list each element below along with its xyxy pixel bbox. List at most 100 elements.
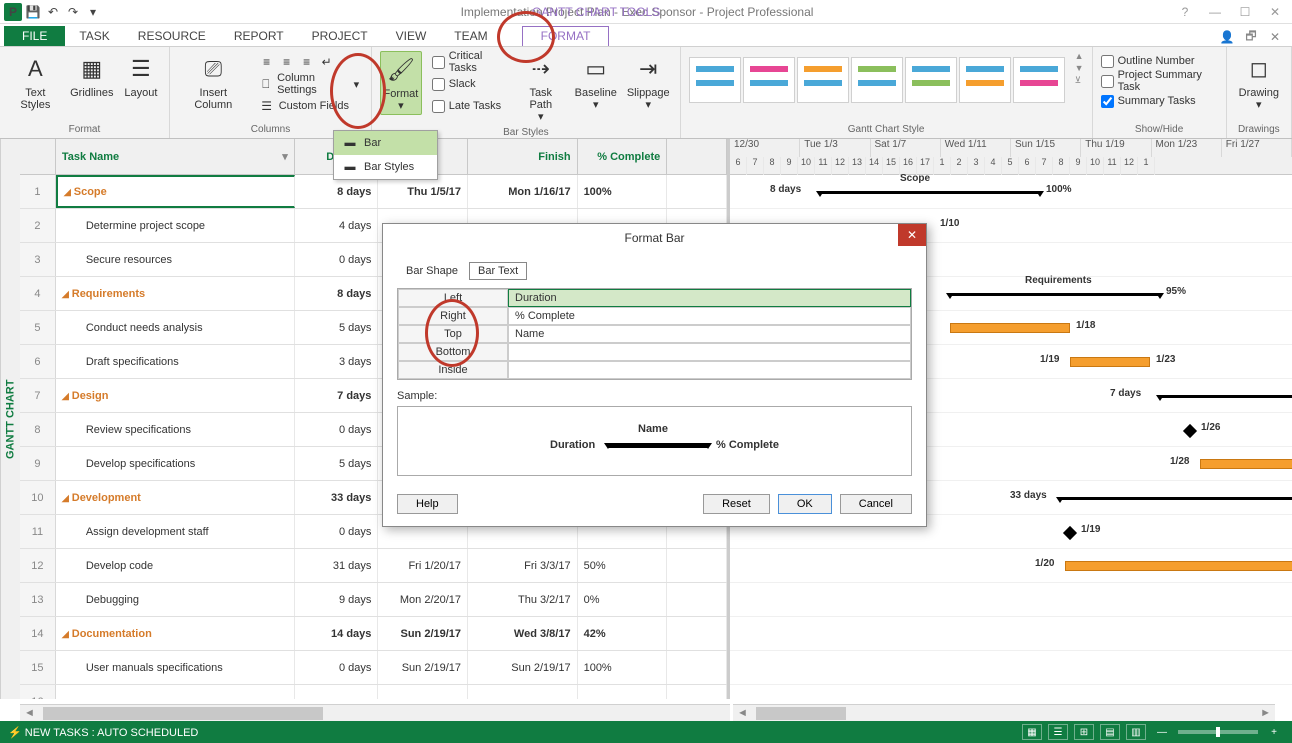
cancel-button[interactable]: Cancel xyxy=(840,494,912,514)
slack-check[interactable]: Slack xyxy=(428,73,509,95)
tab-file[interactable]: FILE xyxy=(4,26,65,46)
col-finish[interactable]: Finish xyxy=(468,139,578,174)
window-restore-icon[interactable]: 🗗 xyxy=(1242,28,1260,46)
window-buttons: ? — ☐ ✕ xyxy=(1172,3,1288,21)
drawing-button[interactable]: ◻Drawing▾ xyxy=(1235,51,1283,113)
close-icon[interactable]: ✕ xyxy=(1262,3,1288,21)
project-summary-check[interactable]: Project Summary Task xyxy=(1101,71,1218,91)
tab-format[interactable]: FORMAT xyxy=(522,26,610,46)
table-row[interactable]: 16 xyxy=(20,685,727,699)
field-row[interactable]: Right% Complete xyxy=(398,307,911,325)
grid-scrollbar[interactable]: ◄ xyxy=(20,704,730,721)
gallery-more-icon[interactable]: ⊻ xyxy=(1075,75,1084,86)
summary-tasks-check[interactable]: Summary Tasks xyxy=(1101,91,1218,111)
qat-dropdown-icon[interactable]: ▾ xyxy=(84,3,102,21)
view-gantt-icon[interactable]: ▦ xyxy=(1022,724,1042,740)
save-icon[interactable]: 💾 xyxy=(24,3,42,21)
title-bar: P 💾 ↶ ↷ ▾ GANTT CHART TOOLS Implementati… xyxy=(0,0,1292,24)
table-row[interactable]: 13Debugging9 daysMon 2/20/17Thu 3/2/170% xyxy=(20,583,727,617)
view-team-icon[interactable]: ⊞ xyxy=(1074,724,1094,740)
slippage-button[interactable]: ⇥Slippage▾ xyxy=(625,51,672,113)
group-format: AText Styles ▦Gridlines ☰Layout Format xyxy=(0,47,170,138)
gallery-style[interactable] xyxy=(1013,57,1065,103)
gallery-style[interactable] xyxy=(959,57,1011,103)
table-row[interactable]: 12Develop code31 daysFri 1/20/17Fri 3/3/… xyxy=(20,549,727,583)
baseline-button[interactable]: ▭Baseline▾ xyxy=(573,51,619,113)
critical-tasks-check[interactable]: Critical Tasks xyxy=(428,51,509,73)
outline-number-check[interactable]: Outline Number xyxy=(1101,51,1218,71)
bar-icon: ▬ xyxy=(342,135,358,151)
col-complete[interactable]: % Complete xyxy=(578,139,668,174)
window-close-icon[interactable]: ✕ xyxy=(1266,28,1284,46)
dialog-tabs: Bar Shape Bar Text xyxy=(397,262,912,280)
table-row[interactable]: 14◢Documentation14 daysSun 2/19/17Wed 3/… xyxy=(20,617,727,651)
tab-resource[interactable]: RESOURCE xyxy=(124,26,220,46)
gallery-style[interactable] xyxy=(797,57,849,103)
col-extra[interactable] xyxy=(667,139,727,174)
ribbon: AText Styles ▦Gridlines ☰Layout Format ⎚… xyxy=(0,46,1292,139)
gallery-style[interactable] xyxy=(689,57,741,103)
group-columns: ⎚Insert Column ≡≡≡↵ ⎕Column Settings ▾ ☰… xyxy=(170,47,372,138)
group-label: Drawings xyxy=(1235,122,1283,136)
tab-team[interactable]: TEAM xyxy=(440,26,501,46)
help-button[interactable]: Help xyxy=(397,494,458,514)
user-icon[interactable]: 👤 xyxy=(1218,28,1236,46)
dialog-buttons: Help Reset OK Cancel xyxy=(383,486,926,526)
menu-item-bar[interactable]: ▬Bar xyxy=(334,131,437,155)
field-row[interactable]: Inside xyxy=(398,361,911,379)
help-icon[interactable]: ? xyxy=(1172,3,1198,21)
tab-view[interactable]: VIEW xyxy=(382,26,441,46)
align-buttons[interactable]: ≡≡≡↵ xyxy=(255,51,363,73)
minimize-icon[interactable]: — xyxy=(1202,3,1228,21)
gallery-up-icon[interactable]: ▲ xyxy=(1075,51,1084,61)
zoom-slider[interactable] xyxy=(1178,730,1258,734)
gallery-style[interactable] xyxy=(905,57,957,103)
field-row[interactable]: Bottom xyxy=(398,343,911,361)
col-task-name[interactable]: Task Name▾ xyxy=(56,139,295,174)
drawing-icon: ◻ xyxy=(1243,53,1275,85)
dialog-close-button[interactable]: ✕ xyxy=(898,224,926,246)
ok-button[interactable]: OK xyxy=(778,494,832,514)
zoom-in-icon[interactable]: + xyxy=(1264,724,1284,740)
gridlines-button[interactable]: ▦Gridlines xyxy=(69,51,115,101)
group-label: Gantt Chart Style xyxy=(689,122,1084,136)
row-header-corner xyxy=(20,139,56,174)
text-styles-button[interactable]: AText Styles xyxy=(8,51,63,113)
column-settings-icon: ⎕ xyxy=(259,76,273,92)
menu-item-bar-styles[interactable]: ▬Bar Styles xyxy=(334,155,437,179)
maximize-icon[interactable]: ☐ xyxy=(1232,3,1258,21)
tab-report[interactable]: REPORT xyxy=(220,26,298,46)
reset-button[interactable]: Reset xyxy=(703,494,770,514)
timeline-header: 12/30Tue 1/3Sat 1/7Wed 1/11Sun 1/15Thu 1… xyxy=(730,139,1292,175)
field-row[interactable]: TopName xyxy=(398,325,911,343)
layout-button[interactable]: ☰Layout xyxy=(121,51,161,101)
gallery-style[interactable] xyxy=(851,57,903,103)
column-settings-button[interactable]: ⎕Column Settings ▾ xyxy=(255,73,363,95)
view-task-icon[interactable]: ☰ xyxy=(1048,724,1068,740)
redo-icon[interactable]: ↷ xyxy=(64,3,82,21)
align-left-icon: ≡ xyxy=(259,54,275,70)
new-tasks-indicator[interactable]: ⚡ NEW TASKS : AUTO SCHEDULED xyxy=(8,726,198,739)
custom-fields-button[interactable]: ☰Custom Fields xyxy=(255,95,363,117)
gridlines-icon: ▦ xyxy=(76,53,108,85)
undo-icon[interactable]: ↶ xyxy=(44,3,62,21)
view-resource-icon[interactable]: ▤ xyxy=(1100,724,1120,740)
sample-duration: Duration xyxy=(550,439,595,451)
table-row[interactable]: 15User manuals specifications0 daysSun 2… xyxy=(20,651,727,685)
table-row[interactable]: 1◢Scope8 daysThu 1/5/17Mon 1/16/17100% xyxy=(20,175,727,209)
gallery-style[interactable] xyxy=(743,57,795,103)
format-button[interactable]: 🖌Format▾ xyxy=(380,51,422,115)
tab-bar-shape[interactable]: Bar Shape xyxy=(397,262,467,280)
tab-bar-text[interactable]: Bar Text xyxy=(469,262,527,280)
gallery-down-icon[interactable]: ▼ xyxy=(1075,63,1084,73)
tab-task[interactable]: TASK xyxy=(65,26,123,46)
field-row[interactable]: LeftDuration xyxy=(398,289,911,307)
insert-column-button[interactable]: ⎚Insert Column xyxy=(178,51,249,113)
late-tasks-check[interactable]: Late Tasks xyxy=(428,95,509,117)
view-report-icon[interactable]: ▥ xyxy=(1126,724,1146,740)
task-path-button[interactable]: ⇢Task Path▾ xyxy=(515,51,567,125)
timeline-scrollbar[interactable]: ◄► xyxy=(733,704,1275,721)
style-gallery[interactable] xyxy=(689,51,1065,103)
zoom-out-icon[interactable]: — xyxy=(1152,724,1172,740)
tab-project[interactable]: PROJECT xyxy=(298,26,382,46)
